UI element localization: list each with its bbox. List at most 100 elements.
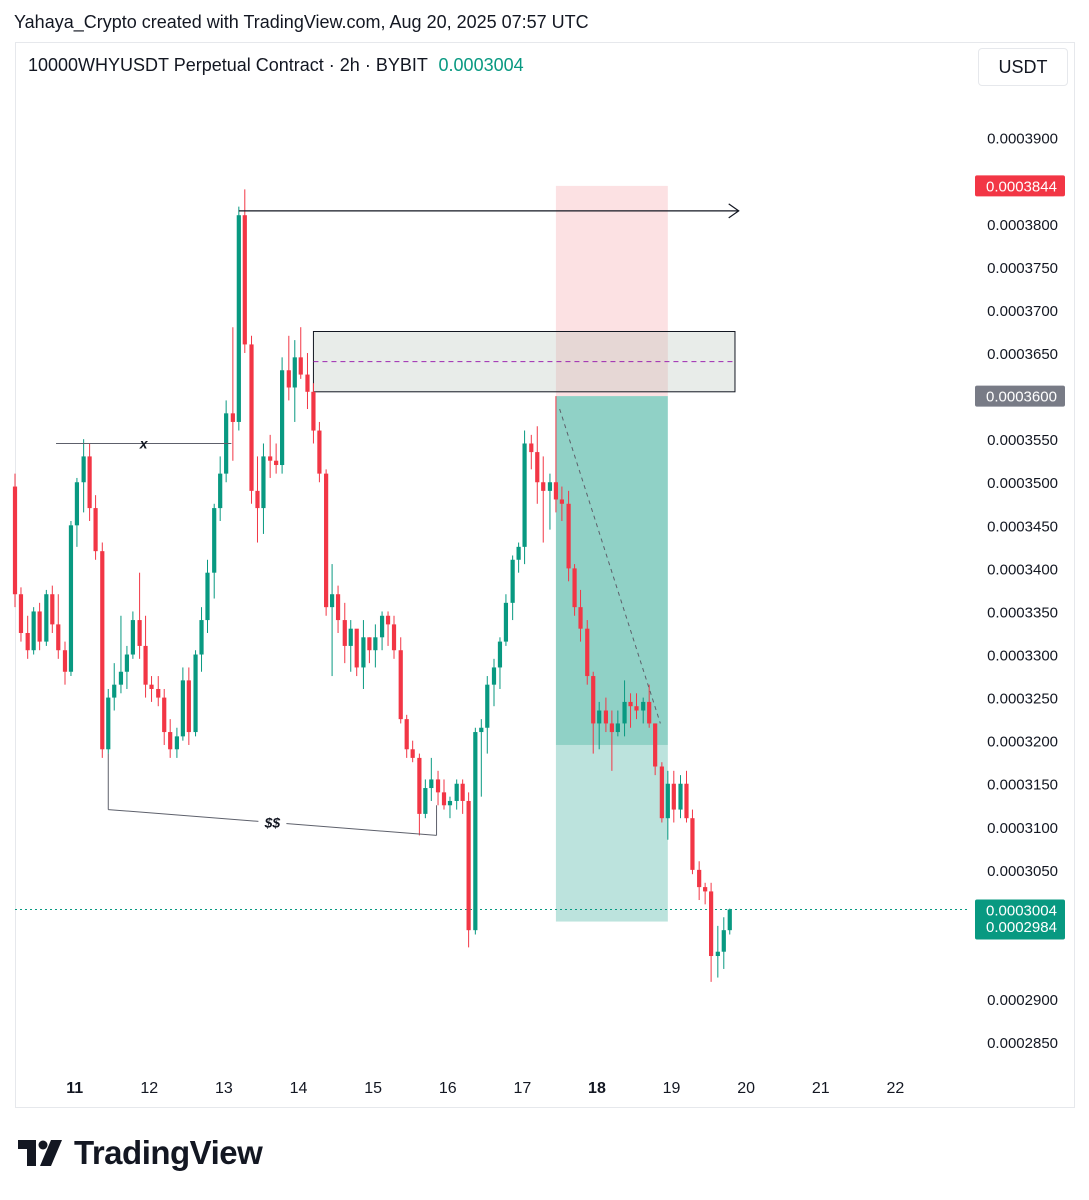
candle — [529, 434, 534, 470]
candle-body — [678, 783, 683, 810]
candle — [578, 589, 583, 642]
x-tick-label: 20 — [737, 1080, 755, 1097]
candle — [62, 641, 68, 685]
tradingview-logo[interactable]: TradingView — [18, 1134, 263, 1172]
candle — [572, 564, 577, 616]
candle — [68, 521, 74, 677]
resistance-arrowhead — [728, 203, 740, 219]
candle-body — [578, 607, 583, 629]
candle — [74, 477, 80, 547]
y-tick-label: 0.0003550 — [987, 432, 1058, 449]
candle-body — [106, 697, 111, 750]
take-profit-zone-2 — [555, 744, 668, 922]
candle — [329, 564, 335, 677]
candle-body — [697, 869, 702, 888]
price-label: 0.0003844 — [975, 175, 1065, 197]
candle-body — [56, 624, 61, 651]
candle-body — [653, 723, 658, 767]
candle-body — [118, 671, 124, 685]
candle-body — [156, 688, 161, 698]
tradingview-logo-icon — [18, 1140, 62, 1166]
candle-body — [454, 783, 459, 801]
candle-body — [466, 800, 471, 931]
candle-body — [703, 887, 708, 892]
candle — [130, 611, 135, 659]
candle — [423, 779, 428, 819]
candle — [224, 400, 229, 483]
candle-body — [460, 783, 465, 801]
candle — [553, 396, 559, 513]
candle-body — [218, 473, 223, 509]
candle-body — [335, 594, 341, 621]
candle — [286, 335, 291, 401]
candle-body — [417, 757, 422, 814]
candle — [348, 620, 353, 672]
candle-body — [553, 482, 559, 500]
candle — [473, 727, 478, 935]
candle — [31, 607, 36, 655]
candle-body — [559, 499, 564, 504]
candle — [721, 917, 726, 969]
candle — [56, 594, 61, 659]
candle-body — [298, 357, 303, 375]
candle-body — [68, 525, 74, 672]
candle — [112, 663, 117, 711]
currency-button[interactable]: USDT — [978, 48, 1068, 86]
candle — [603, 697, 609, 733]
candle-body — [634, 706, 639, 711]
candle — [454, 779, 459, 810]
candle-body — [510, 559, 515, 603]
candle — [559, 486, 564, 522]
candle — [447, 796, 453, 819]
candle-body — [261, 456, 266, 509]
candle — [591, 671, 596, 754]
candle — [205, 559, 210, 633]
candle — [379, 611, 385, 651]
x-tick-label: 16 — [439, 1080, 457, 1097]
candle-body — [18, 594, 24, 633]
candle — [311, 383, 316, 444]
price-label-text: 0.0002984 — [986, 919, 1057, 936]
candle — [535, 426, 540, 504]
candle-body — [529, 443, 534, 453]
candle-body — [236, 215, 241, 422]
candle — [354, 628, 359, 677]
y-tick-label: 0.0003450 — [987, 518, 1058, 535]
candle-body — [168, 732, 173, 750]
y-tick-label: 0.0003400 — [987, 561, 1058, 578]
candle-body — [721, 930, 726, 952]
candle-body — [112, 684, 117, 698]
candle-body — [280, 370, 285, 466]
candle-body — [12, 486, 18, 595]
x-level-label: x — [139, 435, 149, 451]
candle — [385, 611, 391, 646]
candle — [143, 615, 148, 698]
candle-body — [361, 637, 366, 668]
candle — [597, 701, 602, 750]
candle — [212, 503, 217, 599]
candle-body — [547, 482, 553, 491]
candle-body — [149, 684, 154, 689]
candle-body — [367, 637, 372, 651]
candle — [162, 688, 167, 745]
candle — [690, 809, 695, 875]
candle — [429, 757, 434, 801]
y-tick-label: 0.0003650 — [987, 346, 1058, 363]
candle — [124, 645, 130, 689]
candle — [298, 327, 303, 379]
candle — [522, 430, 527, 565]
candle — [491, 658, 497, 707]
candle-body — [671, 783, 676, 810]
candle-body — [286, 370, 291, 388]
x-tick-label: 11 — [66, 1080, 83, 1097]
candle-body — [311, 391, 316, 431]
y-tick-label: 0.0003100 — [987, 820, 1058, 837]
candle-body — [572, 568, 577, 608]
symbol-legend[interactable]: 10000WHYUSDT Perpetual Contract · 2h · B… — [28, 55, 524, 76]
y-tick-label: 0.0003750 — [987, 260, 1058, 277]
candle — [659, 762, 664, 823]
legend-price: 0.0003004 — [438, 55, 524, 75]
candle — [697, 861, 702, 901]
candle-body — [441, 792, 447, 806]
